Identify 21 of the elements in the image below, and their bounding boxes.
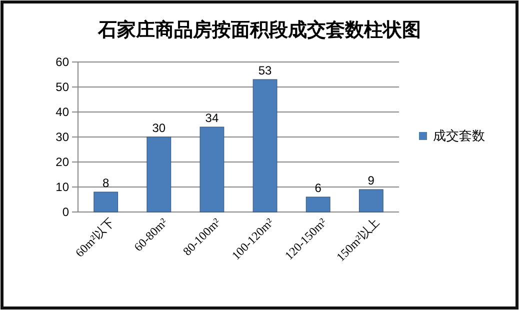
data-label: 6 [314,181,322,195]
y-tick-label: 10 [56,180,70,194]
y-tick-label: 30 [56,130,70,144]
bar [146,136,172,212]
bar [306,196,330,212]
bar [94,192,118,212]
y-tick-label: 50 [56,80,70,94]
bar [358,189,384,212]
y-tick-label: 0 [62,204,70,219]
data-label: 34 [205,111,219,125]
data-label: 8 [102,176,110,190]
data-label: 30 [152,121,166,135]
y-tick-label: 60 [56,54,70,69]
y-tick-label: 20 [56,154,70,169]
y-tick-label: 40 [56,104,70,119]
bar [252,79,278,212]
chart-title: 石家庄商品房按面积段成交套数柱状图 [97,19,421,41]
data-label: 9 [368,174,375,188]
data-label: 53 [258,64,272,78]
legend-label: 成交套数 [433,128,485,143]
bar [200,126,224,212]
